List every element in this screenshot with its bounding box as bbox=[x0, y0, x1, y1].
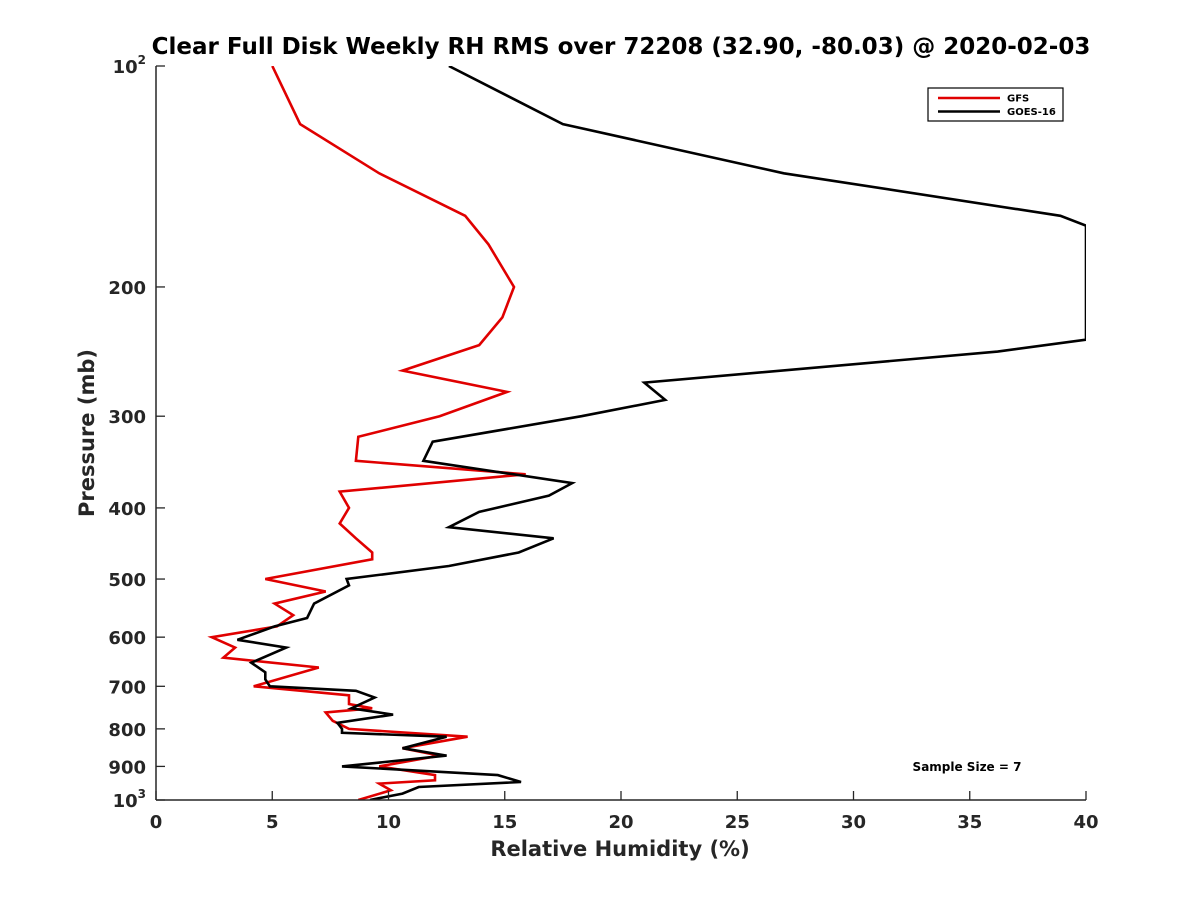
plot-area bbox=[207, 66, 1086, 800]
x-tick-label: 30 bbox=[841, 812, 866, 833]
sample-size-annotation: Sample Size = 7 bbox=[913, 760, 1022, 774]
chart-title: Clear Full Disk Weekly RH RMS over 72208… bbox=[152, 34, 1091, 60]
y-tick-label: 500 bbox=[108, 570, 146, 591]
y-tick-label: 800 bbox=[108, 720, 146, 741]
x-axis-label: Relative Humidity (%) bbox=[490, 837, 749, 861]
axes: 0 5 10 15 20 25 30 35 40 102 200 300 400 500 600 700 800… bbox=[108, 53, 1098, 833]
y-axis-label: Pressure (mb) bbox=[75, 349, 99, 517]
legend-label: GFS bbox=[1007, 94, 1029, 105]
y-tick-label: 103 bbox=[113, 787, 146, 812]
x-tick-label: 10 bbox=[376, 812, 401, 833]
x-tick-label: 35 bbox=[957, 812, 982, 833]
series-line-gfs bbox=[207, 66, 526, 800]
legend: GFS GOES-16 bbox=[927, 87, 1064, 122]
y-tick-label: 200 bbox=[108, 278, 146, 299]
x-tick-label: 5 bbox=[266, 812, 279, 833]
legend-label: GOES-16 bbox=[1007, 107, 1056, 118]
y-tick-label: 700 bbox=[108, 677, 146, 698]
x-tick-label: 15 bbox=[492, 812, 517, 833]
y-tick-label: 400 bbox=[108, 499, 146, 520]
x-tick-label: 20 bbox=[608, 812, 633, 833]
y-tick-label: 300 bbox=[108, 407, 146, 428]
y-tick-label: 102 bbox=[113, 53, 146, 78]
y-tick-label: 900 bbox=[108, 757, 146, 778]
x-tick-label: 0 bbox=[150, 812, 163, 833]
x-tick-label: 25 bbox=[725, 812, 750, 833]
series-line-goes-16 bbox=[236, 66, 1086, 800]
y-tick-label: 600 bbox=[108, 628, 146, 649]
legend-box bbox=[927, 87, 1064, 122]
x-tick-label: 40 bbox=[1073, 812, 1098, 833]
